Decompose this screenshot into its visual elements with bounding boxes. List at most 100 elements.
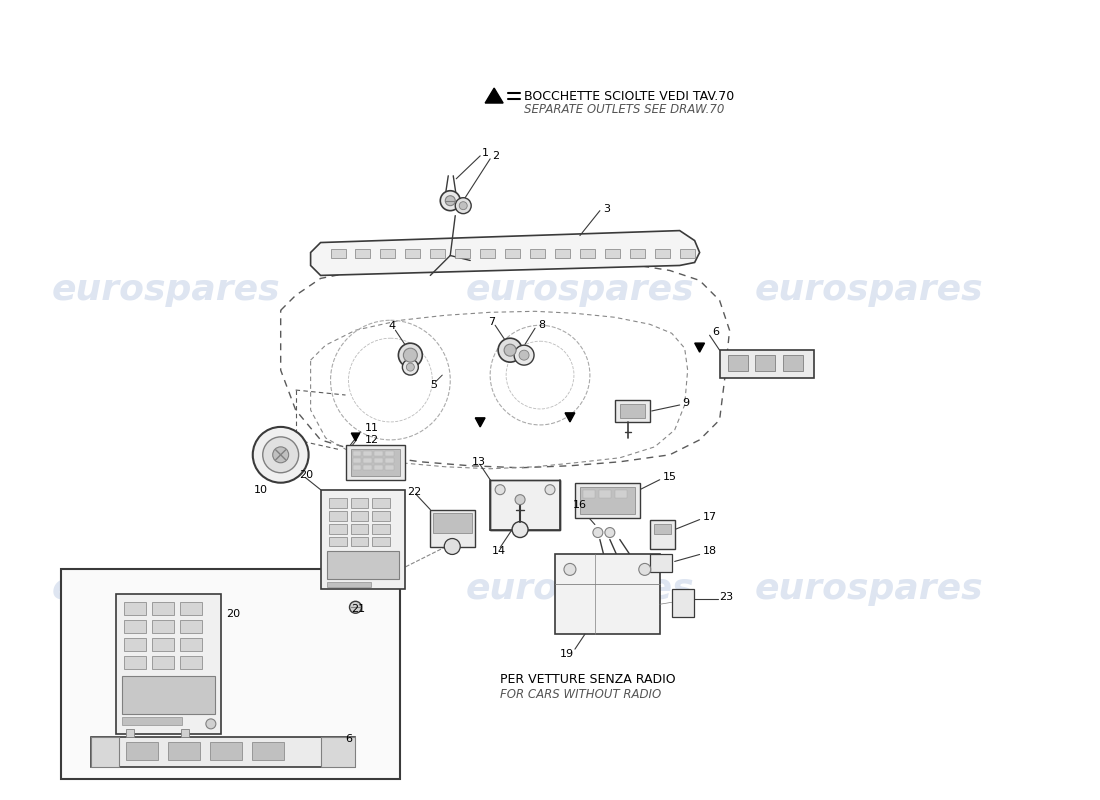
Text: 18: 18 (703, 546, 717, 557)
Text: 10: 10 (254, 485, 267, 494)
Text: 8: 8 (538, 320, 546, 330)
Circle shape (514, 345, 534, 365)
Text: BOCCHETTE SCIOLTE VEDI TAV.70: BOCCHETTE SCIOLTE VEDI TAV.70 (524, 90, 735, 102)
Circle shape (398, 343, 422, 367)
Bar (320, 737, 355, 766)
Circle shape (593, 527, 603, 538)
Bar (630, 249, 645, 258)
Bar (320, 490, 406, 590)
Bar (373, 510, 390, 521)
Bar (62, 570, 400, 778)
Text: 7: 7 (488, 318, 495, 327)
Circle shape (564, 563, 576, 575)
Bar (352, 465, 362, 470)
Text: 11: 11 (364, 423, 378, 433)
Bar (433, 513, 472, 533)
Circle shape (504, 344, 516, 356)
Bar (615, 490, 627, 498)
Bar (252, 742, 284, 760)
Bar (385, 451, 395, 456)
Circle shape (406, 363, 415, 371)
Circle shape (459, 202, 468, 210)
Bar (352, 458, 362, 462)
Bar (180, 620, 202, 633)
Polygon shape (475, 418, 485, 427)
Text: 6: 6 (713, 327, 719, 338)
Bar (374, 451, 384, 456)
Circle shape (263, 437, 298, 473)
Text: eurospares: eurospares (52, 572, 280, 606)
Bar (491, 480, 560, 530)
Polygon shape (351, 433, 360, 441)
Circle shape (519, 350, 529, 360)
Bar (530, 249, 544, 258)
Bar (126, 742, 158, 760)
Text: 13: 13 (472, 457, 486, 466)
Text: 21: 21 (351, 604, 365, 614)
Circle shape (515, 494, 525, 505)
Bar (329, 510, 346, 521)
Bar (598, 490, 611, 498)
Bar (126, 729, 134, 737)
Text: 16: 16 (573, 500, 587, 510)
Text: 4: 4 (388, 322, 396, 331)
Text: 6: 6 (345, 734, 352, 744)
Text: 12: 12 (364, 435, 378, 445)
Text: 14: 14 (492, 546, 506, 557)
Circle shape (350, 602, 362, 614)
Bar (345, 445, 406, 480)
Bar (615, 400, 650, 422)
Circle shape (498, 338, 522, 362)
Bar (650, 519, 674, 550)
Bar (727, 355, 748, 371)
Bar (505, 249, 520, 258)
Bar (605, 249, 619, 258)
Bar (556, 249, 570, 258)
Text: 17: 17 (703, 511, 717, 522)
Bar (385, 465, 395, 470)
Circle shape (440, 190, 460, 210)
Text: eurospares: eurospares (755, 572, 983, 606)
Circle shape (444, 538, 460, 554)
Circle shape (273, 447, 288, 462)
Bar (491, 480, 560, 530)
Text: 3: 3 (603, 204, 609, 214)
Bar (481, 249, 495, 258)
Text: 20: 20 (226, 610, 240, 619)
Circle shape (605, 527, 615, 538)
Text: 23: 23 (719, 592, 734, 602)
Bar (351, 498, 369, 508)
Circle shape (403, 359, 418, 375)
Bar (680, 249, 694, 258)
Bar (168, 742, 200, 760)
Polygon shape (695, 343, 704, 352)
Bar (374, 458, 384, 462)
Bar (583, 490, 595, 498)
Bar (374, 465, 384, 470)
Text: PER VETTURE SENZA RADIO: PER VETTURE SENZA RADIO (500, 673, 675, 686)
Bar (363, 451, 373, 456)
Text: 2: 2 (492, 151, 499, 161)
Bar (406, 249, 420, 258)
Text: eurospares: eurospares (755, 274, 983, 307)
Circle shape (495, 485, 505, 494)
Bar (331, 249, 345, 258)
Text: eurospares: eurospares (52, 274, 280, 307)
Bar (122, 676, 214, 714)
Bar (329, 498, 346, 508)
Bar (430, 249, 446, 258)
Bar (619, 404, 645, 418)
Bar (363, 458, 373, 462)
Bar (756, 355, 775, 371)
Bar (373, 523, 390, 534)
Bar (672, 590, 694, 618)
Polygon shape (565, 413, 575, 422)
Bar (180, 602, 202, 615)
Bar (783, 355, 803, 371)
Bar (180, 729, 189, 737)
Bar (575, 482, 640, 518)
Bar (180, 638, 202, 651)
Bar (152, 656, 174, 669)
Bar (654, 249, 670, 258)
Text: 5: 5 (430, 380, 438, 390)
